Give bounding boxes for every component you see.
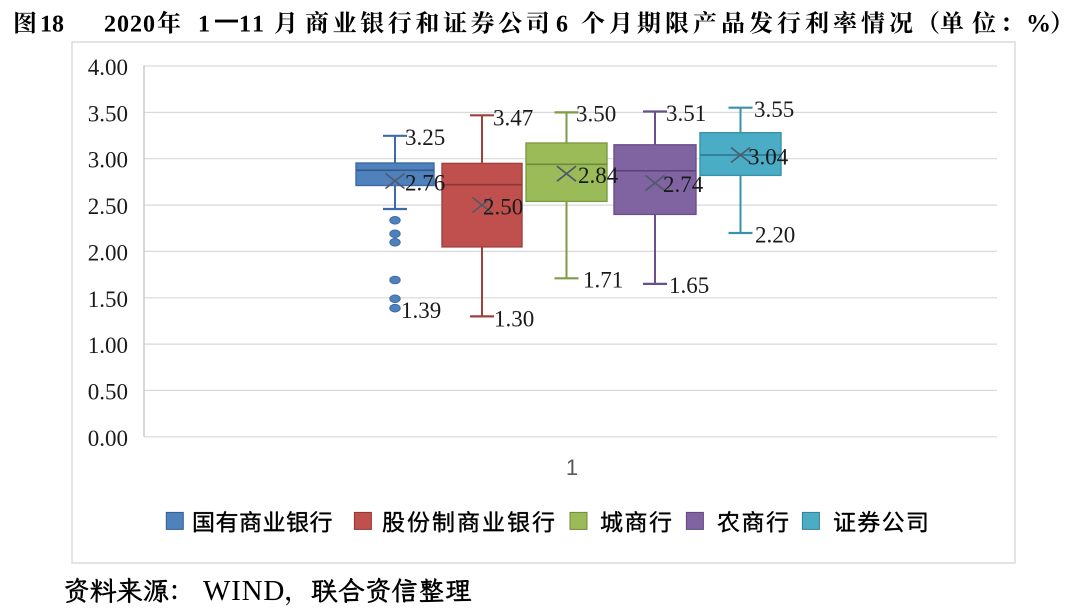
svg-text:1.71: 1.71 <box>583 268 623 293</box>
svg-text:3.51: 3.51 <box>666 101 706 126</box>
svg-text:1.39: 1.39 <box>401 298 441 323</box>
svg-text:2.76: 2.76 <box>405 170 445 195</box>
svg-text:2.74: 2.74 <box>663 172 704 197</box>
svg-text:1.50: 1.50 <box>88 287 128 312</box>
svg-text:2.50: 2.50 <box>88 194 128 219</box>
svg-text:3.55: 3.55 <box>754 97 794 122</box>
svg-text:4.00: 4.00 <box>88 55 128 80</box>
svg-text:1.30: 1.30 <box>494 306 534 331</box>
svg-text:0.50: 0.50 <box>88 379 128 404</box>
svg-text:3.00: 3.00 <box>88 148 128 173</box>
svg-text:2.00: 2.00 <box>88 240 128 265</box>
svg-text:0.00: 0.00 <box>88 426 128 451</box>
svg-text:2.20: 2.20 <box>755 222 795 247</box>
svg-text:2.84: 2.84 <box>578 163 619 188</box>
svg-text:3.47: 3.47 <box>493 105 533 130</box>
svg-text:1.00: 1.00 <box>88 333 128 358</box>
svg-text:3.04: 3.04 <box>748 144 789 169</box>
svg-text:3.25: 3.25 <box>405 125 445 150</box>
svg-text:2.50: 2.50 <box>483 194 523 219</box>
svg-text:1: 1 <box>566 455 578 480</box>
svg-text:3.50: 3.50 <box>88 101 128 126</box>
svg-text:1.65: 1.65 <box>669 273 709 298</box>
svg-text:3.50: 3.50 <box>576 102 616 127</box>
